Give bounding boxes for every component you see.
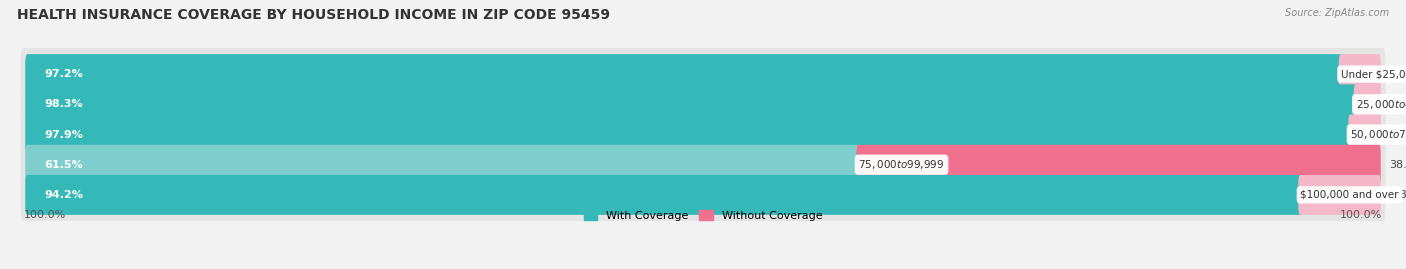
Text: 100.0%: 100.0% [1340,210,1382,220]
Text: HEALTH INSURANCE COVERAGE BY HOUSEHOLD INCOME IN ZIP CODE 95459: HEALTH INSURANCE COVERAGE BY HOUSEHOLD I… [17,8,610,22]
Text: Source: ZipAtlas.com: Source: ZipAtlas.com [1285,8,1389,18]
Text: 100.0%: 100.0% [24,210,66,220]
Text: 38.5%: 38.5% [1389,160,1406,170]
Text: Under $25,000: Under $25,000 [1341,69,1406,79]
FancyBboxPatch shape [25,115,1353,154]
Text: 97.9%: 97.9% [44,129,83,140]
FancyBboxPatch shape [1339,54,1381,94]
Text: $100,000 and over: $100,000 and over [1301,190,1399,200]
Text: 61.5%: 61.5% [44,160,83,170]
FancyBboxPatch shape [1298,175,1381,215]
Text: 2.1%: 2.1% [1389,129,1406,140]
Text: $75,000 to $99,999: $75,000 to $99,999 [859,158,945,171]
Text: 97.2%: 97.2% [44,69,83,79]
FancyBboxPatch shape [21,47,1385,102]
FancyBboxPatch shape [856,145,1381,185]
FancyBboxPatch shape [1354,84,1381,124]
FancyBboxPatch shape [1348,115,1381,154]
Text: 94.2%: 94.2% [44,190,83,200]
FancyBboxPatch shape [21,167,1385,222]
FancyBboxPatch shape [25,84,1358,124]
Legend: With Coverage, Without Coverage: With Coverage, Without Coverage [579,206,827,225]
FancyBboxPatch shape [25,145,860,185]
Text: 1.7%: 1.7% [1389,99,1406,109]
Text: 98.3%: 98.3% [44,99,83,109]
Text: 5.8%: 5.8% [1389,190,1406,200]
Text: $25,000 to $49,999: $25,000 to $49,999 [1355,98,1406,111]
FancyBboxPatch shape [25,175,1302,215]
FancyBboxPatch shape [21,77,1385,132]
FancyBboxPatch shape [21,107,1385,162]
FancyBboxPatch shape [21,137,1385,192]
Text: $50,000 to $74,999: $50,000 to $74,999 [1350,128,1406,141]
FancyBboxPatch shape [25,54,1343,94]
Text: 2.8%: 2.8% [1389,69,1406,79]
